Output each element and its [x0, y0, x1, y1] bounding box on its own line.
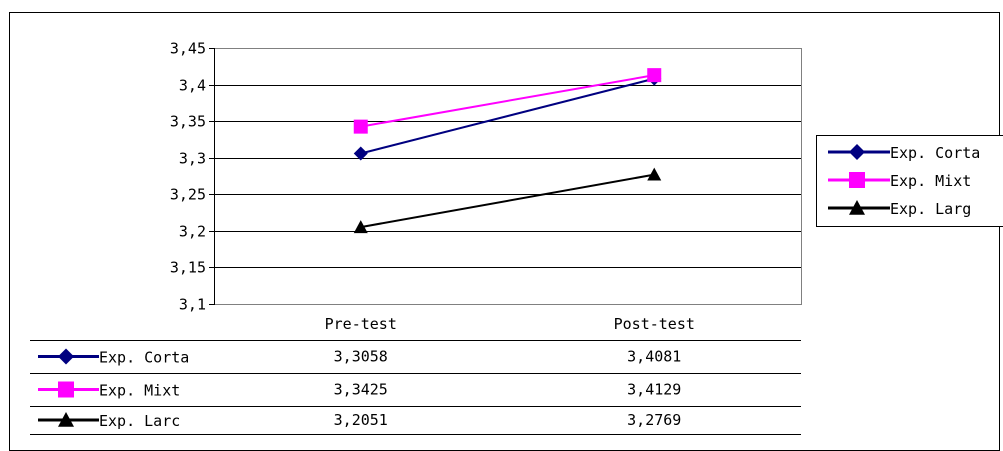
- table-cell: 3,2769: [627, 411, 681, 429]
- legend-marker: [849, 200, 865, 215]
- legend-label: Exp. Larg: [890, 200, 971, 218]
- data-point: [353, 146, 368, 161]
- table-legend-marker: [58, 412, 74, 427]
- series-line: [360, 77, 655, 155]
- table-legend-marker: [58, 381, 74, 398]
- table-cell: 3,4129: [627, 381, 681, 399]
- y-tick-label: 3,25: [170, 186, 206, 204]
- x-tick-label: Pre-test: [325, 315, 397, 333]
- data-table: Exp. Corta 3,3058 3,4081 Exp. Mixt 3,3425 3,4…: [30, 340, 801, 435]
- data-point: [647, 68, 662, 83]
- legend-label: Exp. Corta: [890, 144, 980, 162]
- y-tick-label: 3,3: [179, 150, 206, 168]
- data-point: [647, 167, 662, 181]
- plot-area: [214, 48, 802, 305]
- table-series-label: Exp. Corta: [99, 349, 189, 367]
- table-legend-marker: [58, 348, 74, 365]
- series-line: [360, 74, 655, 128]
- y-tick-label: 3,1: [179, 296, 206, 314]
- table-cell: 3,3058: [334, 348, 388, 366]
- x-axis-labels: Pre-test Post-test: [325, 315, 695, 333]
- table-cell: 3,4081: [627, 348, 681, 366]
- legend-label: Exp. Mixt: [890, 172, 971, 190]
- y-axis-ticks: 3,1 3,15 3,2 3,25 3,3 3,35 3,4 3,45: [170, 40, 214, 314]
- table-cell: 3,2051: [334, 411, 388, 429]
- data-point: [353, 220, 368, 234]
- gridlines: [214, 85, 801, 268]
- y-tick-label: 3,2: [179, 223, 206, 241]
- y-tick-label: 3,4: [179, 77, 206, 95]
- legend: Exp. Corta Exp. Mixt Exp. Larg: [816, 135, 1003, 227]
- x-tick-label: Post-test: [614, 315, 695, 333]
- table-series-label: Exp. Mixt: [99, 382, 180, 400]
- series-line: [360, 173, 655, 229]
- data-point: [353, 119, 368, 134]
- table-series-label: Exp. Larc: [99, 412, 180, 430]
- table-cell: 3,3425: [334, 381, 388, 399]
- series-markers: [353, 68, 662, 234]
- y-tick-label: 3,35: [170, 113, 206, 131]
- y-tick-label: 3,15: [170, 259, 206, 277]
- legend-marker: [849, 144, 865, 160]
- y-tick-label: 3,45: [170, 40, 206, 58]
- series-lines: [360, 74, 655, 229]
- legend-marker: [849, 172, 865, 188]
